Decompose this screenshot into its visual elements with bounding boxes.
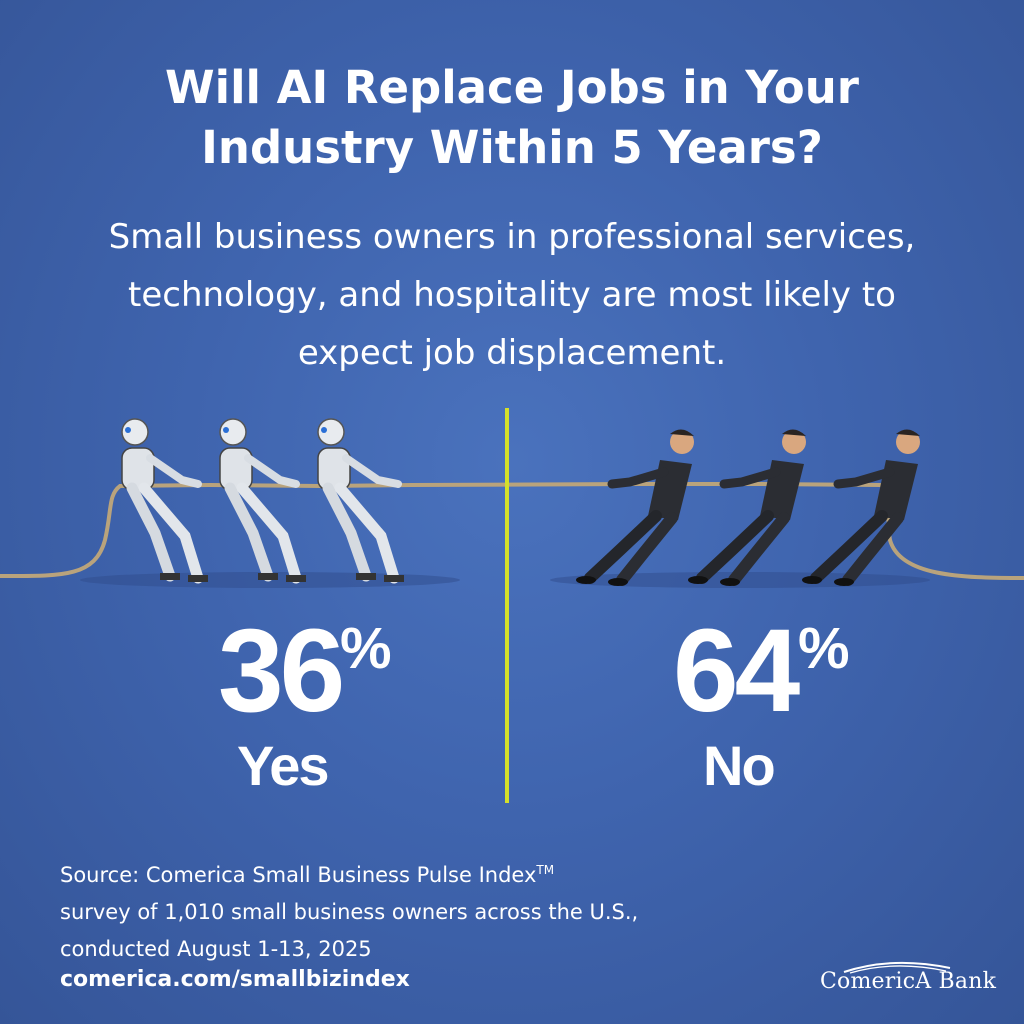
no-label: No xyxy=(703,734,776,797)
businessmen-pulling-rope-icon xyxy=(576,429,920,586)
businessman-icon xyxy=(576,429,694,586)
title-line-2: Industry Within 5 Years? xyxy=(201,121,823,174)
yes-percent-value: 36 xyxy=(218,605,345,737)
subtitle: Small business owners in professional se… xyxy=(0,208,1024,382)
subtitle-line-2: technology, and hospitality are most lik… xyxy=(128,275,896,315)
subtitle-line-3: expect job displacement. xyxy=(297,333,727,373)
title-line-1: Will AI Replace Jobs in Your xyxy=(165,61,859,114)
no-percent-value: 64 xyxy=(673,605,800,737)
source-line-3: conducted August 1-13, 2025 xyxy=(60,937,372,961)
robot-icon xyxy=(121,418,208,584)
trademark-mark: TM xyxy=(536,863,555,877)
businessman-icon xyxy=(688,429,806,586)
source-note: Source: Comerica Small Business Pulse In… xyxy=(60,852,638,968)
rope xyxy=(0,482,1024,580)
businessman-icon xyxy=(802,429,920,586)
yes-label: Yes xyxy=(237,734,330,797)
robots-pulling-rope-icon xyxy=(121,418,404,584)
source-line-2: survey of 1,010 small business owners ac… xyxy=(60,900,639,924)
subtitle-line-1: Small business owners in professional se… xyxy=(108,217,916,257)
robot-icon xyxy=(219,418,306,584)
robot-icon xyxy=(317,418,404,584)
tug-of-war-illustration xyxy=(0,418,1024,588)
yes-percent-sign: % xyxy=(340,616,392,681)
comerica-swoosh-icon xyxy=(843,961,951,974)
center-divider xyxy=(505,408,509,803)
no-percent-sign: % xyxy=(798,616,850,681)
comerica-bank-logo: ComericA Bank xyxy=(820,969,997,994)
source-url-link[interactable]: comerica.com/smallbizindex xyxy=(60,967,410,992)
page-title: Will AI Replace Jobs in Your Industry Wi… xyxy=(0,58,1024,178)
source-line-1: Source: Comerica Small Business Pulse In… xyxy=(60,863,555,887)
